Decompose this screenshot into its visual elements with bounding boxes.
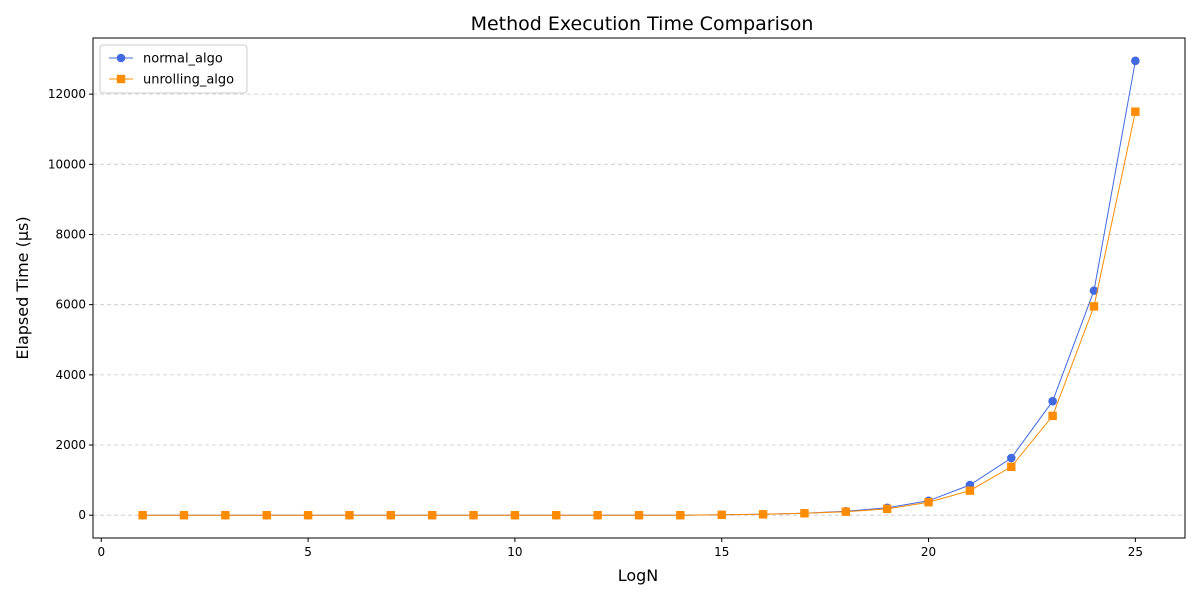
data-point — [676, 510, 685, 520]
data-point — [469, 510, 478, 520]
legend-marker — [116, 53, 126, 63]
data-point — [1006, 453, 1016, 463]
x-axis: 0 5 10 15 20 25 — [97, 538, 1143, 559]
data-point — [1048, 396, 1057, 406]
data-point — [138, 510, 147, 520]
series-normal_algo — [138, 56, 1140, 520]
data-point — [1089, 302, 1099, 311]
data-point — [965, 486, 975, 495]
y-tick-label: 12000 — [48, 87, 86, 101]
y-tick-label: 6000 — [55, 298, 86, 312]
grid — [93, 93, 1185, 516]
data-point — [841, 507, 851, 516]
x-tick-label: 0 — [97, 545, 105, 559]
legend-label: unrolling_algo — [143, 73, 234, 88]
data-point — [593, 510, 602, 520]
y-axis-label: Elapsed Time (μs) — [13, 216, 32, 359]
y-tick-label: 2000 — [55, 438, 86, 452]
y-tick-label: 8000 — [55, 227, 86, 241]
x-tick-label: 5 — [304, 545, 312, 559]
x-tick-label: 15 — [714, 545, 729, 559]
data-point — [552, 510, 561, 520]
legend: normal_algo unrolling_algo — [99, 44, 248, 94]
series-line — [142, 111, 1136, 516]
series-unrolling_algo — [138, 107, 1140, 520]
x-tick-label: 25 — [1128, 545, 1143, 559]
data-point — [262, 510, 271, 520]
legend-box — [99, 44, 248, 94]
legend-item-normal_algo: normal_algo — [109, 52, 223, 67]
legend-item-unrolling_algo: unrolling_algo — [109, 73, 234, 88]
data-point — [1089, 286, 1099, 295]
series-layer — [138, 56, 1140, 520]
data-point — [924, 498, 933, 507]
data-point — [717, 510, 726, 520]
data-point — [510, 510, 520, 520]
y-axis: 0 2000 4000 6000 8000 10000 12000 — [48, 87, 93, 522]
chart-title: Method Execution Time Comparison — [471, 13, 814, 35]
series-line — [142, 60, 1136, 516]
data-point — [634, 510, 644, 520]
data-point — [427, 510, 437, 520]
data-point — [303, 510, 313, 520]
data-point — [179, 510, 189, 520]
x-tick-label: 20 — [921, 545, 936, 559]
x-tick-label: 10 — [507, 545, 522, 559]
legend-label: normal_algo — [143, 52, 223, 67]
data-point — [758, 510, 768, 519]
data-point — [1048, 411, 1057, 421]
data-point — [345, 510, 354, 520]
y-tick-label: 10000 — [48, 157, 86, 171]
data-point — [800, 509, 809, 518]
data-point — [882, 504, 892, 514]
data-point — [1131, 56, 1140, 66]
data-point — [386, 510, 396, 520]
y-tick-label: 4000 — [55, 368, 86, 382]
data-point — [221, 510, 230, 520]
y-tick-label: 0 — [78, 508, 86, 522]
data-point — [1131, 107, 1140, 116]
plot-frame — [92, 37, 1186, 539]
x-axis-label: LogN — [618, 566, 659, 585]
legend-marker — [116, 74, 126, 84]
data-point — [1007, 462, 1016, 471]
